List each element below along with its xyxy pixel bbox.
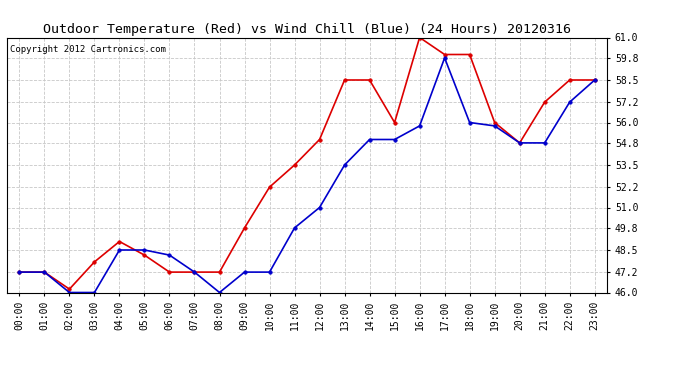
Text: Copyright 2012 Cartronics.com: Copyright 2012 Cartronics.com: [10, 45, 166, 54]
Title: Outdoor Temperature (Red) vs Wind Chill (Blue) (24 Hours) 20120316: Outdoor Temperature (Red) vs Wind Chill …: [43, 23, 571, 36]
